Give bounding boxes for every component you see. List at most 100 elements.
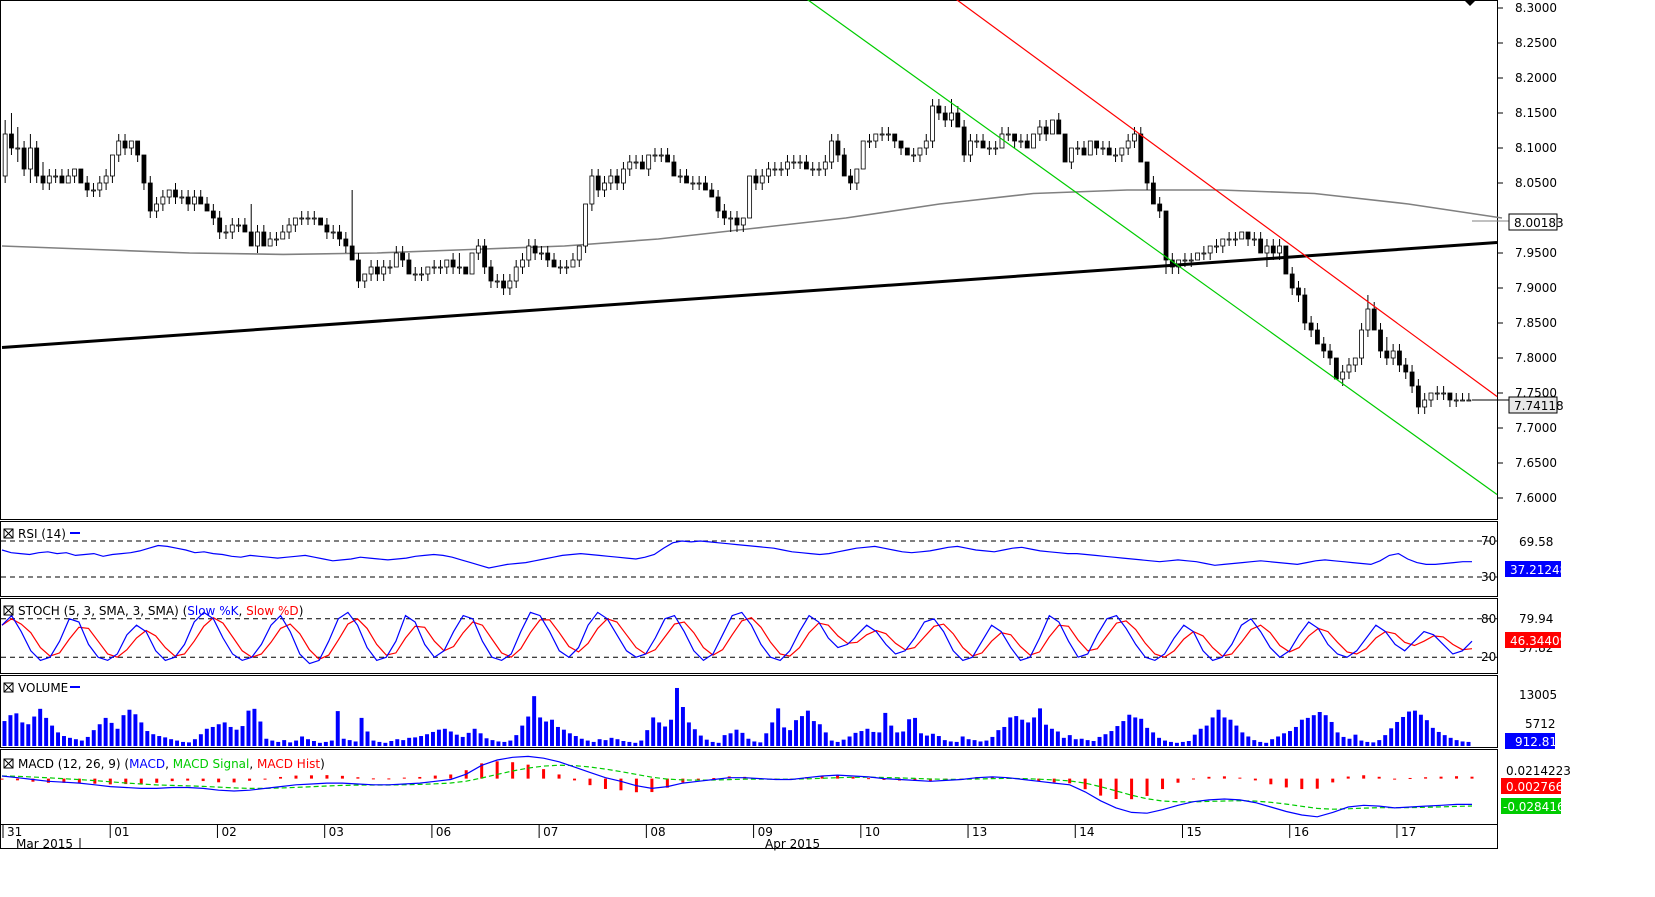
stoch-title: STOCH (5, 3, SMA, 3, SMA) (Slow %K, Slow… (3, 604, 303, 618)
rsi-scale-label: 69.58 (1519, 535, 1553, 549)
candle (595, 169, 601, 197)
trendline (806, 0, 1498, 495)
volume-bar (442, 728, 447, 746)
macd-hist-bar (1130, 778, 1134, 800)
candle (778, 162, 784, 176)
candle (911, 148, 917, 162)
candle (1106, 141, 1112, 156)
candle (1138, 127, 1144, 163)
candle (27, 134, 33, 183)
candle (46, 169, 52, 190)
macd-hist-bar (356, 777, 360, 779)
candle (267, 232, 273, 247)
macd-hist-bar (650, 778, 654, 793)
candle (545, 246, 551, 267)
stoch-panel[interactable] (0, 598, 1498, 674)
rsi-level-70-label: 70 (1481, 534, 1496, 548)
candle (274, 232, 279, 246)
volume-bar (436, 729, 441, 746)
candle (318, 217, 324, 226)
bear-candle-body (1012, 133, 1017, 142)
volume-bar (883, 712, 888, 746)
candle (1453, 393, 1459, 407)
candle (557, 260, 563, 274)
macd-panel[interactable] (0, 749, 1498, 825)
candle (1037, 120, 1043, 141)
bull-candle-body (1434, 392, 1440, 395)
bull-candle-body (822, 161, 828, 170)
volume-bar (508, 740, 513, 746)
candle (1043, 120, 1049, 141)
svg-text:MACD (12, 26, 9) (MACD, MACD S: MACD (12, 26, 9) (MACD, MACD Signal, MAC… (18, 757, 325, 771)
volume-bar (1073, 739, 1078, 746)
bull-candle-body (1201, 252, 1207, 255)
bear-candle-body (318, 217, 324, 226)
candle (1378, 323, 1383, 358)
candle (886, 127, 891, 141)
bull-candle-body (305, 217, 311, 220)
candle (564, 260, 570, 274)
candle (349, 190, 355, 261)
volume-bar (1032, 717, 1037, 746)
bear-candle-body (892, 133, 898, 142)
candle (1422, 393, 1428, 414)
candle (513, 260, 519, 288)
candle (147, 176, 153, 218)
volume-bar (67, 737, 72, 746)
macd-layer: 0.0214223 (0, 755, 1571, 818)
rsi-panel[interactable] (0, 521, 1498, 597)
candle (141, 154, 147, 190)
candle (1283, 245, 1289, 275)
volume-bar (633, 742, 638, 746)
volume-bar (460, 736, 465, 746)
volume-bar (139, 722, 144, 746)
bear-candle-body (715, 196, 721, 212)
volume-bar (1061, 737, 1066, 746)
candle (614, 169, 620, 190)
bear-candle-body (898, 140, 904, 149)
candle (816, 162, 822, 176)
candle (1094, 140, 1100, 155)
volume-bar (276, 741, 281, 746)
bull-candle-body (728, 217, 734, 220)
bear-candle-body (1024, 140, 1030, 149)
volume-bar (353, 741, 358, 746)
candle (1163, 210, 1169, 274)
volume-bar (1359, 740, 1364, 746)
bear-candle-body (1327, 350, 1333, 359)
volume-bar (550, 719, 554, 746)
bull-candle-body (431, 266, 437, 269)
macd-hist-bar (0, 778, 4, 780)
candle (570, 253, 576, 268)
candle (646, 154, 652, 176)
candle (217, 211, 223, 239)
bear-candle-body (59, 175, 65, 184)
bull-candle-body (652, 154, 658, 157)
bull-candle-body (1264, 245, 1270, 254)
macd-hist-bar (1331, 778, 1335, 783)
macd-hist-bar (882, 778, 886, 780)
price-tick-label: 8.2500 (1515, 36, 1557, 50)
candle (639, 155, 645, 170)
price-tick-label: 7.9000 (1515, 281, 1557, 295)
candle (9, 113, 14, 155)
volume-bar (680, 707, 685, 746)
candle (179, 190, 185, 204)
bear-candle-body (141, 154, 147, 184)
volume-bar (347, 740, 352, 746)
volume-bar (50, 725, 55, 746)
bull-candle-body (557, 266, 563, 269)
macd-hist-bar (124, 778, 128, 785)
candle (993, 141, 999, 155)
volume-bar (1240, 732, 1245, 746)
candle (2, 120, 8, 183)
bear-candle-body (40, 175, 46, 184)
volume-bar (555, 726, 560, 746)
bear-candle-body (753, 175, 759, 184)
bull-candle-body (419, 273, 424, 276)
scroll-marker-icon[interactable] (1464, 0, 1476, 6)
candle (728, 211, 734, 232)
candle (198, 190, 204, 205)
x-tick-label: 02 (221, 825, 236, 839)
rsi-line (1, 540, 1472, 569)
